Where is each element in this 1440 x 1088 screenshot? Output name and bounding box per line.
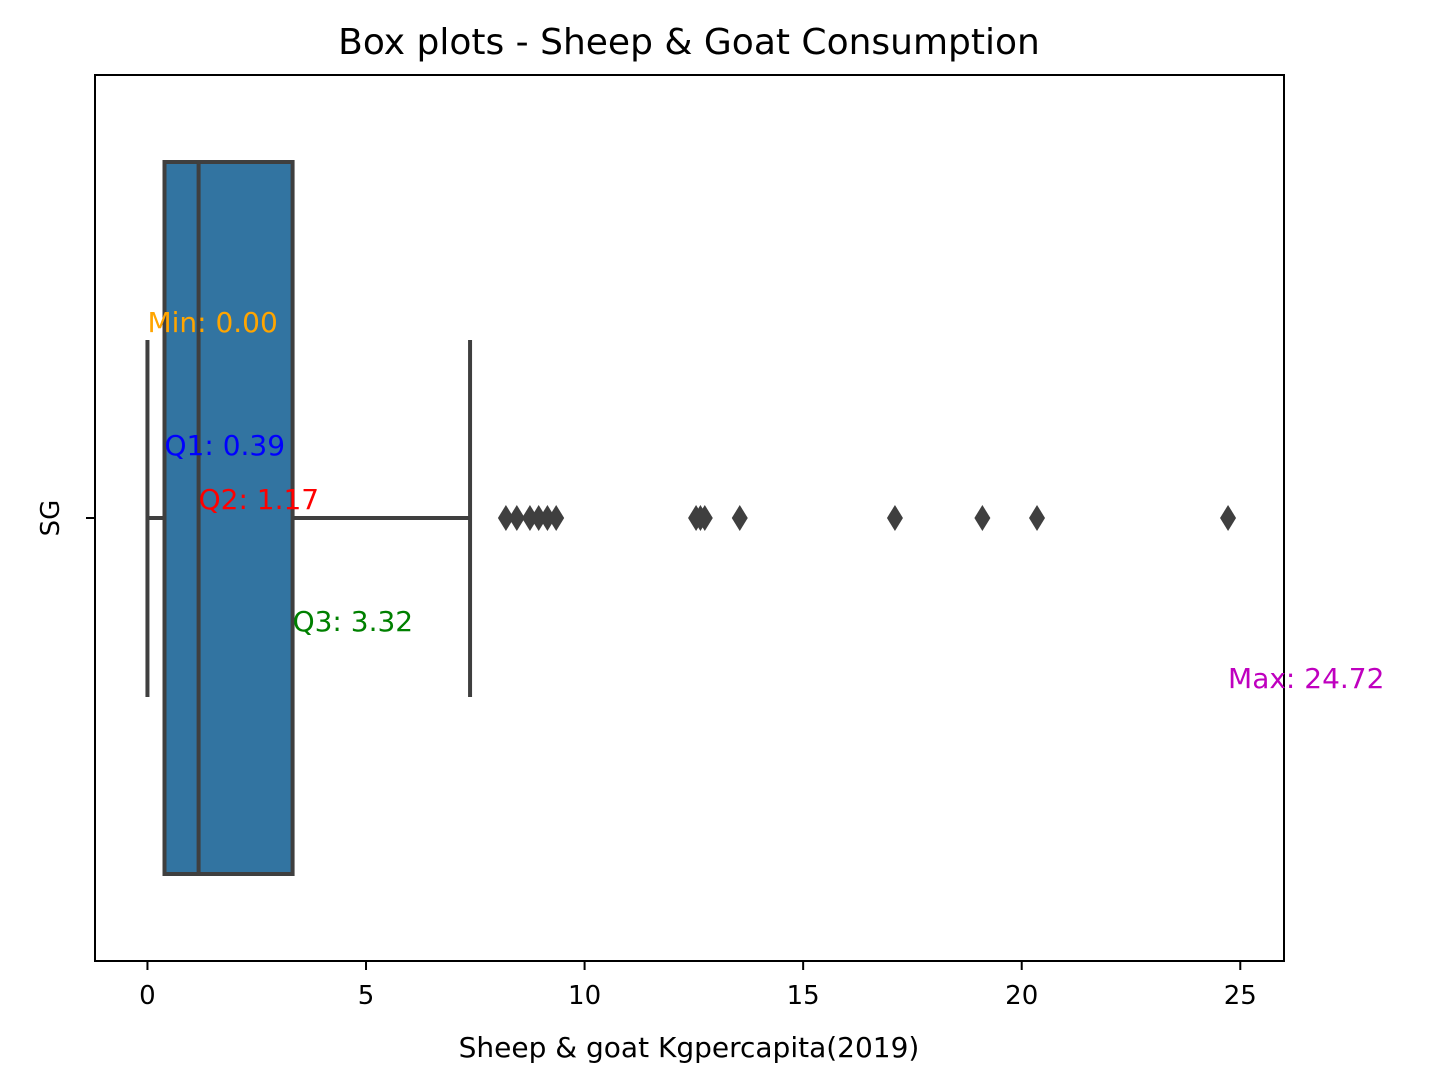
annotation-min: Min: 0.00 — [147, 306, 277, 339]
plot-area — [145, 160, 1237, 876]
y-tick-label: SG — [36, 500, 66, 537]
y-axis: SG — [36, 500, 95, 537]
chart-title: Box plots - Sheep & Goat Consumption — [338, 22, 1040, 63]
outlier-point — [521, 505, 538, 531]
x-tick-label: 15 — [787, 981, 820, 1011]
x-tick-label: 0 — [139, 981, 156, 1011]
outlier-point — [548, 505, 565, 531]
x-tick-label: 5 — [358, 981, 375, 1011]
outlier-point — [731, 505, 748, 531]
annotation-q2: Q2: 1.17 — [199, 483, 320, 516]
x-axis-label: Sheep & goat Kgpercapita(2019) — [459, 1031, 920, 1064]
outlier-point — [508, 505, 525, 531]
x-tick-label: 25 — [1224, 981, 1257, 1011]
annotations: Min: 0.00 Q1: 0.39 Q2: 1.17 Q3: 3.32 Max: 24… — [147, 306, 1384, 695]
x-tick-label: 20 — [1005, 981, 1038, 1011]
outlier-point — [696, 505, 713, 531]
iqr-box — [162, 160, 295, 876]
outlier-point — [497, 505, 514, 531]
x-axis: 0 5 10 15 20 25 — [139, 961, 1257, 1011]
outlier-point — [1029, 505, 1046, 531]
outlier-point — [974, 505, 991, 531]
outlier-point — [539, 505, 556, 531]
x-tick-label: 10 — [568, 981, 601, 1011]
annotation-max: Max: 24.72 — [1228, 662, 1384, 695]
annotation-q3: Q3: 3.32 — [293, 605, 414, 638]
annotation-q1: Q1: 0.39 — [165, 429, 286, 462]
outlier-point — [1220, 505, 1237, 531]
outlier-point — [530, 505, 547, 531]
outlier-point — [886, 505, 903, 531]
